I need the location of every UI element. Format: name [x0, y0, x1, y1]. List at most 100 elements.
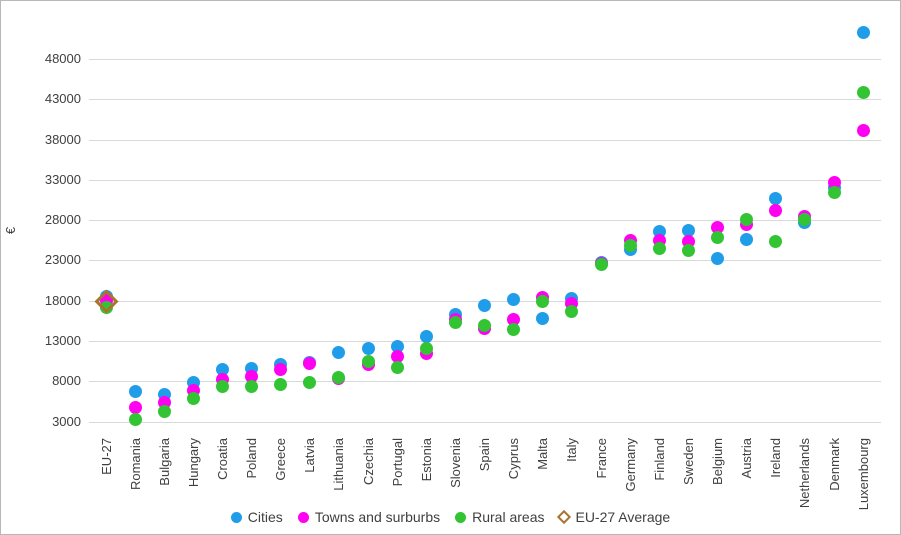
data-point[interactable] — [740, 232, 754, 246]
data-point[interactable] — [769, 234, 783, 248]
legend-label: Towns and surburbs — [314, 509, 441, 525]
data-point[interactable] — [128, 412, 142, 426]
legend-diamond-swatch-icon — [557, 509, 572, 525]
data-point[interactable] — [536, 294, 550, 308]
y-tick-label: 13000 — [44, 332, 81, 348]
data-point[interactable] — [390, 361, 404, 375]
data-point[interactable] — [478, 319, 492, 333]
gridline — [89, 139, 881, 141]
legend-label: EU-27 Average — [575, 509, 671, 525]
x-tick-label: Denmark — [826, 438, 842, 491]
y-tick-label: 3000 — [52, 413, 81, 429]
data-point[interactable] — [507, 312, 521, 326]
data-point[interactable] — [186, 392, 200, 406]
gridline — [89, 179, 881, 181]
x-tick-label: Czechia — [360, 438, 376, 485]
y-tick-label: 38000 — [44, 131, 81, 147]
legend-dot-swatch-icon — [455, 511, 467, 523]
x-tick-label: Ireland — [768, 438, 784, 478]
x-tick-label: Netherlands — [797, 438, 813, 509]
x-tick-label: Slovenia — [447, 438, 463, 488]
legend-label: Cities — [247, 509, 283, 525]
data-point[interactable] — [769, 191, 783, 205]
data-point[interactable] — [215, 380, 229, 394]
legend-dot-swatch-icon — [230, 511, 242, 523]
data-point[interactable] — [827, 186, 841, 200]
data-point[interactable] — [215, 362, 229, 376]
data-point[interactable] — [856, 85, 870, 99]
x-tick-label: Belgium — [710, 438, 726, 485]
data-point[interactable] — [711, 231, 725, 245]
x-tick-label: Austria — [739, 438, 755, 479]
data-point[interactable] — [507, 323, 521, 337]
data-point[interactable] — [128, 401, 142, 415]
data-point[interactable] — [594, 257, 608, 271]
data-point[interactable] — [274, 363, 288, 377]
y-tick-label: 28000 — [44, 212, 81, 228]
data-point[interactable] — [390, 349, 404, 363]
data-point[interactable] — [478, 299, 492, 312]
x-tick-label: Germany — [622, 438, 638, 492]
legend-item[interactable]: Rural areas — [455, 509, 544, 525]
legend-label: Rural areas — [472, 509, 545, 525]
gridline — [89, 99, 881, 101]
data-point[interactable] — [419, 341, 433, 355]
data-point[interactable] — [448, 315, 462, 329]
data-point[interactable] — [332, 345, 346, 359]
x-tick-label: Latvia — [302, 438, 318, 473]
data-point[interactable] — [711, 220, 725, 234]
y-tick-label: 43000 — [44, 91, 81, 107]
x-tick-label: Italy — [564, 438, 580, 462]
x-tick-label: Cyprus — [506, 438, 522, 480]
y-tick-label: 8000 — [52, 373, 81, 389]
data-point[interactable] — [361, 341, 375, 355]
legend-item[interactable]: EU-27 Average — [557, 509, 671, 525]
x-tick-label: Romania — [127, 438, 143, 491]
data-point[interactable] — [827, 175, 841, 189]
data-point[interactable] — [536, 311, 550, 325]
data-point[interactable] — [303, 375, 317, 389]
legend-dot-swatch-icon — [297, 511, 309, 523]
gridline — [89, 220, 881, 222]
legend-item[interactable]: Towns and surburbs — [297, 509, 441, 525]
y-tick-label: 33000 — [44, 171, 81, 187]
x-tick-label: Malta — [535, 438, 551, 470]
data-point[interactable] — [93, 289, 119, 314]
x-tick-label: EU-27 — [98, 438, 114, 475]
legend: Cities Towns and surburbs Rural areas EU-27… — [1, 509, 900, 525]
x-tick-label: Greece — [273, 438, 289, 481]
legend-item[interactable]: Cities — [230, 509, 283, 525]
data-point[interactable] — [652, 241, 666, 255]
gridline — [89, 340, 881, 342]
data-point[interactable] — [128, 385, 142, 399]
gridline — [89, 421, 881, 423]
gridline — [89, 381, 881, 383]
gridline — [89, 260, 881, 262]
y-tick-label: 23000 — [44, 252, 81, 268]
data-point[interactable] — [681, 244, 695, 258]
data-point[interactable] — [623, 239, 637, 253]
data-point[interactable] — [740, 212, 754, 226]
data-point[interactable] — [361, 355, 375, 369]
data-point[interactable] — [303, 357, 317, 370]
y-tick-label: 18000 — [44, 292, 81, 308]
y-tick-label: 48000 — [44, 51, 81, 66]
x-tick-label: Estonia — [418, 438, 434, 482]
data-point[interactable] — [711, 252, 725, 266]
data-point[interactable] — [507, 293, 521, 307]
data-point[interactable] — [856, 124, 870, 138]
data-point[interactable] — [274, 377, 288, 391]
data-point[interactable] — [565, 305, 579, 319]
data-point[interactable] — [798, 212, 812, 226]
x-tick-label: Finland — [651, 438, 667, 481]
data-point[interactable] — [245, 379, 259, 393]
data-point[interactable] — [157, 405, 171, 419]
data-point[interactable] — [332, 370, 346, 384]
x-tick-label: Spain — [477, 438, 493, 472]
data-point[interactable] — [856, 25, 870, 39]
data-point[interactable] — [99, 301, 113, 315]
data-point[interactable] — [769, 203, 783, 217]
data-point[interactable] — [681, 224, 695, 238]
data-point[interactable] — [419, 329, 433, 343]
x-tick-label: Portugal — [389, 438, 405, 487]
